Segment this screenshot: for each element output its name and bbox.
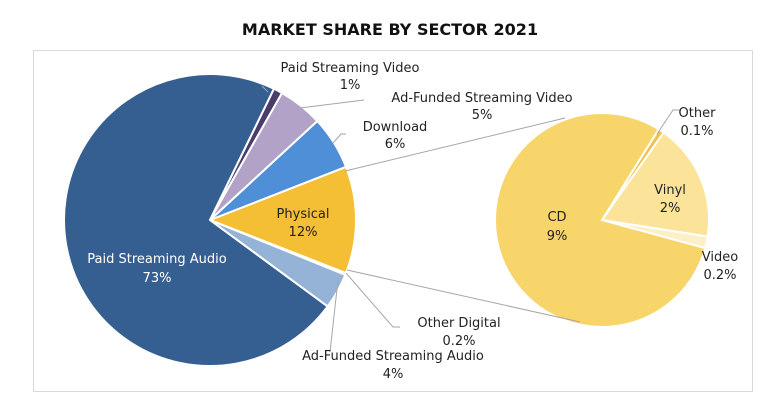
- main-pie: [63, 73, 357, 367]
- label-paid-video: Paid Streaming Video: [281, 61, 420, 76]
- leader-other: [656, 109, 680, 135]
- leader-paid-video: [261, 85, 269, 93]
- slice-cd: [494, 112, 707, 328]
- value-paid-video: 1%: [340, 78, 361, 93]
- connector-top: [344, 117, 566, 172]
- label-vinyl: Vinyl: [654, 183, 686, 198]
- leader-ad-video: [299, 99, 365, 109]
- chart-frame: [33, 50, 753, 392]
- leader-download: [332, 133, 346, 144]
- slice-vinyl: [600, 131, 710, 238]
- chart-title: MARKET SHARE BY SECTOR 2021: [241, 20, 539, 39]
- label-ad-video: Ad-Funded Streaming Video: [391, 91, 572, 106]
- label-other: Other: [679, 106, 717, 121]
- value-other-digital: 0.2%: [442, 334, 475, 349]
- value-vinyl: 2%: [660, 201, 681, 216]
- slice-physical: [207, 165, 357, 275]
- label-physical: Physical: [277, 207, 330, 222]
- label-video: Video: [702, 250, 738, 265]
- leader-other-digital: [345, 272, 400, 328]
- value-video: 0.2%: [703, 268, 736, 283]
- value-ad-video: 5%: [472, 108, 493, 123]
- label-other-digital: Other Digital: [417, 316, 500, 331]
- label-ad-audio: Ad-Funded Streaming Audio: [302, 349, 484, 364]
- value-download: 6%: [385, 137, 406, 152]
- label-download: Download: [363, 120, 428, 135]
- value-physical: 12%: [289, 225, 318, 240]
- value-paid-audio: 73%: [143, 271, 172, 286]
- value-cd: 9%: [547, 229, 568, 244]
- value-other: 0.1%: [680, 124, 713, 139]
- connector-lines: [261, 85, 680, 353]
- secondary-pie: [494, 112, 710, 328]
- leader-ad-audio: [329, 279, 339, 353]
- label-paid-audio: Paid Streaming Audio: [87, 252, 226, 267]
- label-cd: CD: [547, 210, 566, 225]
- value-ad-audio: 4%: [383, 367, 404, 382]
- slice-paid-streaming-audio: [63, 73, 330, 367]
- connector-bottom: [346, 269, 581, 323]
